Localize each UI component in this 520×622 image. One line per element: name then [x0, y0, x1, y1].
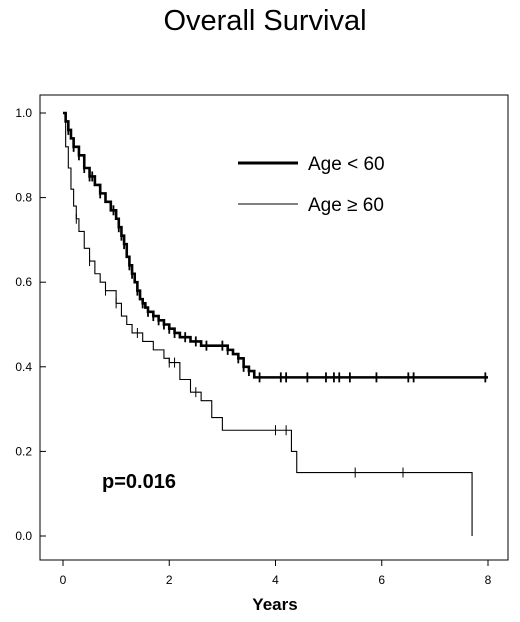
- x-tick-label: 4: [272, 573, 279, 587]
- series-line-age-60-plus: [63, 112, 473, 536]
- y-tick-label: 0.8: [15, 191, 32, 205]
- y-tick-label: 0.0: [15, 529, 32, 543]
- y-tick-label: 1.0: [15, 106, 32, 120]
- x-tick-label: 2: [166, 573, 173, 587]
- p-value-annotation: p=0.016: [102, 471, 176, 493]
- legend: Age < 60 Age ≥ 60: [238, 154, 385, 216]
- x-tick-label: 6: [378, 573, 385, 587]
- plot-frame: [39, 94, 509, 561]
- legend-label-age-under-60: Age < 60: [308, 154, 385, 175]
- legend-label-age-60-plus: Age ≥ 60: [308, 195, 384, 216]
- y-tick-label: 0.6: [15, 275, 32, 289]
- x-axis-label: Years: [252, 595, 297, 614]
- chart-title: Overall Survival: [163, 5, 366, 37]
- y-axis: 0.0 0.2 0.4 0.6 0.8 1.0: [15, 106, 46, 543]
- x-axis: 0 2 4 6 8: [60, 560, 492, 587]
- series-layer: [63, 111, 488, 536]
- x-tick-label: 8: [485, 573, 492, 587]
- y-tick-label: 0.2: [15, 444, 32, 458]
- series-line-age-under-60: [63, 111, 488, 379]
- y-tick-label: 0.4: [15, 360, 32, 374]
- x-tick-label: 0: [60, 573, 67, 587]
